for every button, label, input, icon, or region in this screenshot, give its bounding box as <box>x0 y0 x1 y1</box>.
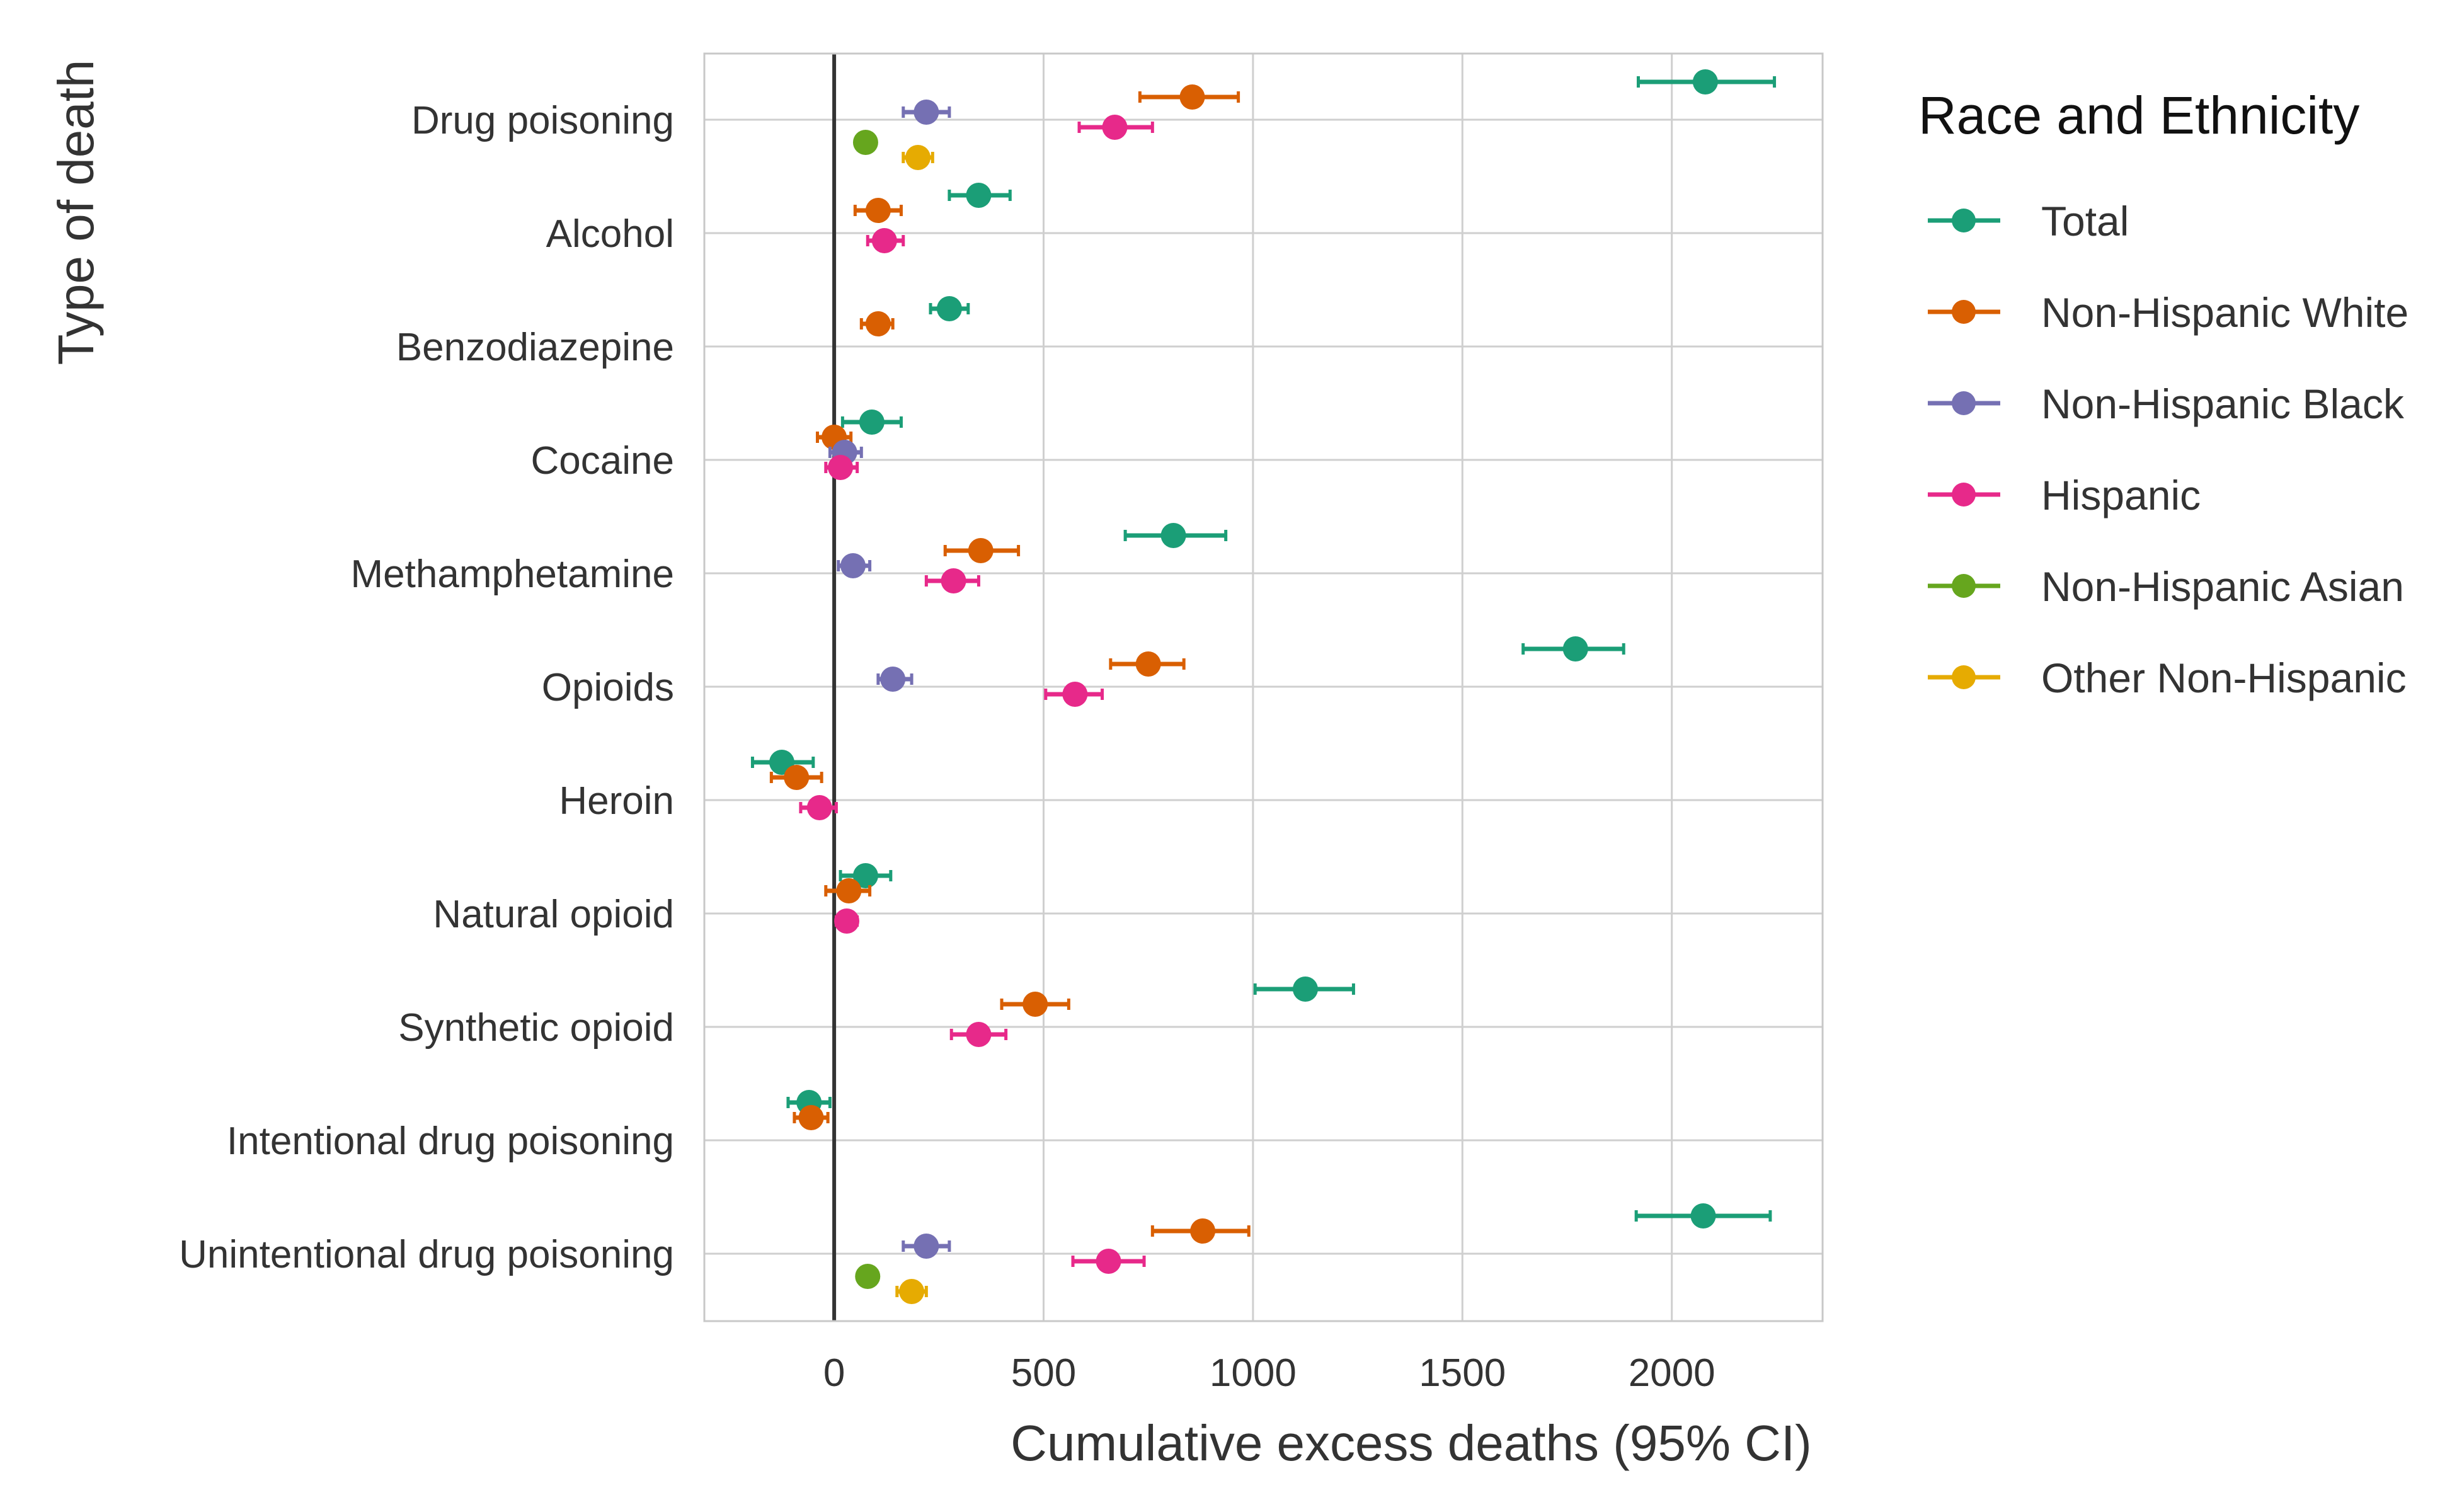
legend-marker <box>1952 665 1976 689</box>
data-point <box>1690 1203 1716 1228</box>
data-point <box>1160 523 1186 548</box>
data-point <box>968 538 994 563</box>
data-point <box>1096 1249 1121 1274</box>
legend-item: Non-Hispanic Asian <box>1928 563 2404 610</box>
data-point <box>880 667 906 692</box>
x-tick-label: 0 <box>823 1351 845 1395</box>
y-tick-label: Benzodiazepine <box>396 326 674 369</box>
data-point <box>936 296 962 321</box>
y-tick-label: Cocaine <box>531 439 674 483</box>
data-point <box>834 908 860 934</box>
data-point <box>865 198 891 223</box>
y-tick-label: Opioids <box>542 666 674 709</box>
data-point <box>1022 992 1048 1017</box>
y-tick-label: Heroin <box>559 779 674 823</box>
legend-marker <box>1952 300 1976 324</box>
data-point <box>840 553 866 578</box>
data-point <box>859 410 885 435</box>
y-tick-label: Methamphetamine <box>351 553 675 596</box>
y-tick-labels: Drug poisoning Alcohol Benzodiazepine Cocai… <box>179 99 674 1276</box>
data-marks <box>750 69 1777 1304</box>
data-point <box>828 455 854 480</box>
series-hispanic <box>799 115 1154 1274</box>
y-tick-label: Alcohol <box>546 212 674 256</box>
legend-item: Non-Hispanic White <box>1928 289 2408 336</box>
x-axis-label: Cumulative excess deaths (95% CI) <box>1011 1415 1812 1471</box>
data-point <box>1135 651 1161 677</box>
data-point <box>1179 84 1205 110</box>
data-point <box>784 765 810 790</box>
data-point <box>966 1022 992 1047</box>
legend-item: Hispanic <box>1928 472 2201 518</box>
x-tick-label: 500 <box>1011 1351 1076 1395</box>
data-point <box>855 1264 881 1289</box>
data-point <box>1562 636 1588 662</box>
legend-item: Other Non-Hispanic <box>1928 655 2407 701</box>
legend-item: Total <box>1928 198 2129 244</box>
series-non-hispanic-white <box>769 84 1251 1244</box>
data-point <box>941 568 966 593</box>
legend-marker <box>1952 574 1976 598</box>
y-tick-label: Intentional drug poisoning <box>227 1120 674 1163</box>
legend-marker <box>1952 391 1976 415</box>
series-non-hispanic-asian <box>852 130 881 1289</box>
x-tick-label: 1500 <box>1419 1351 1506 1395</box>
legend-label: Hispanic <box>2041 472 2201 518</box>
legend: Race and Ethnicity Total Non-Hispanic Whi… <box>1918 86 2408 701</box>
legend-label: Other Non-Hispanic <box>2041 655 2407 701</box>
data-point <box>852 863 878 888</box>
plot-frame <box>703 52 1824 1322</box>
legend-title: Race and Ethnicity <box>1918 86 2359 145</box>
x-tick-labels: 0 500 1000 1500 2000 <box>823 1351 1715 1395</box>
data-point <box>865 311 891 336</box>
data-point <box>914 1234 939 1259</box>
data-point <box>836 878 862 903</box>
data-point <box>1292 976 1318 1002</box>
data-point <box>798 1105 824 1130</box>
data-point <box>966 183 992 208</box>
data-point <box>871 228 897 253</box>
data-point <box>1692 69 1718 94</box>
grid-lines <box>704 54 1823 1321</box>
legend-item: Non-Hispanic Black <box>1928 381 2405 427</box>
data-point <box>1102 115 1128 140</box>
y-tick-label: Natural opioid <box>433 893 674 936</box>
legend-label: Non-Hispanic Black <box>2041 381 2405 427</box>
legend-marker <box>1952 209 1976 232</box>
legend-label: Non-Hispanic White <box>2041 289 2408 336</box>
data-point <box>899 1279 925 1304</box>
legend-label: Non-Hispanic Asian <box>2041 563 2404 610</box>
series-other-non-hispanic <box>895 145 934 1304</box>
data-point <box>852 130 878 155</box>
legend-marker <box>1952 483 1976 507</box>
y-axis-label: Type of death <box>48 60 104 365</box>
data-point <box>806 795 832 820</box>
x-tick-label: 1000 <box>1210 1351 1297 1395</box>
legend-label: Total <box>2041 198 2129 244</box>
data-point <box>905 145 931 170</box>
y-tick-label: Synthetic opioid <box>398 1006 674 1050</box>
y-tick-label: Drug poisoning <box>411 99 674 142</box>
data-point <box>1062 682 1088 707</box>
data-point <box>914 100 939 125</box>
y-tick-label: Unintentional drug poisoning <box>179 1233 674 1276</box>
series-total <box>750 69 1777 1228</box>
x-tick-label: 2000 <box>1629 1351 1715 1395</box>
data-point <box>1190 1218 1216 1244</box>
